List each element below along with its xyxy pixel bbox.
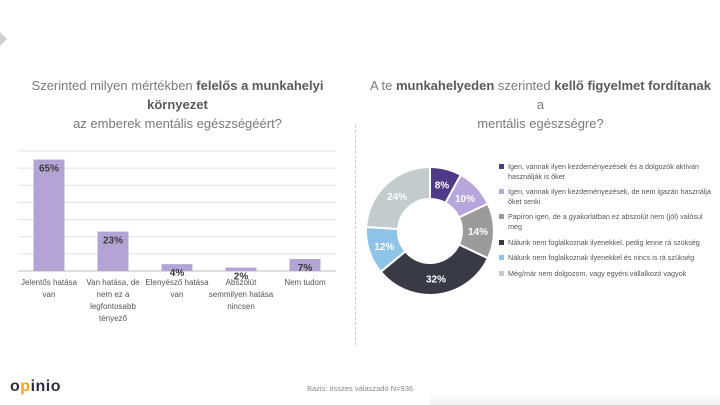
- bar-category-label: Abszolút semmilyen hatása nincsen: [208, 278, 274, 311]
- bar-value-label: 23%: [103, 236, 123, 247]
- legend-swatch: [499, 214, 504, 220]
- bar-category-label: Jelentős hatása van: [20, 278, 78, 299]
- donut-chart: 8% 10% 14% 32% 12% 24%: [365, 165, 495, 296]
- right-chart-title: A te munkahelyeden szerinted kellő figye…: [369, 78, 712, 131]
- legend-item: Igen, vannak ilyen kezdeményezések, de n…: [499, 187, 714, 206]
- legend-item: Igen, vannak ilyen kezdeményezések és a …: [499, 162, 714, 181]
- legend-item: Nálunk nem foglalkoznak ilyenekkel és ni…: [499, 253, 714, 263]
- bottom-shadow: [430, 392, 720, 405]
- bar: [289, 259, 321, 271]
- legend-swatch: [499, 189, 504, 195]
- legend-label: Nálunk nem foglalkoznak ilyenekkel, pedi…: [508, 237, 700, 247]
- section-divider: [355, 125, 356, 345]
- legend-item: Papíron igen, de a gyakorlatban ez abszo…: [499, 212, 714, 231]
- donut-slice: [379, 243, 490, 296]
- donut-slice: [365, 165, 431, 231]
- bar-category-label: Van hatása, de nem ez a legfontosabb tén…: [86, 278, 140, 323]
- legend-label: Igen, vannak ilyen kezdeményezések, de n…: [508, 187, 711, 206]
- legend-item: Nálunk nem foglalkoznak ilyenekkel, pedi…: [499, 238, 714, 248]
- legend-item: Még/már nem dolgozom, vagy egyéni vállal…: [499, 269, 714, 279]
- corner-triangle: [0, 32, 7, 46]
- donut-slice-label: 10%: [455, 194, 475, 205]
- bar-category-label: Nem tudom: [284, 278, 326, 287]
- donut-slice-label: 12%: [374, 242, 394, 253]
- bar-chart-bars: 65% 23% 4% 2% 7%: [33, 159, 321, 283]
- donut-slice-label: 32%: [426, 275, 446, 286]
- bar-value-label: 7%: [298, 263, 313, 274]
- legend-swatch: [499, 164, 504, 169]
- bar-value-label: 2%: [234, 272, 249, 283]
- bar-value-label: 4%: [170, 268, 185, 279]
- bar-value-label: 65%: [39, 164, 59, 175]
- bar: [33, 159, 65, 271]
- legend-label: Még/már nem dolgozom, vagy egyéni vállal…: [508, 268, 687, 278]
- bar-category-label: Elenyésző hatása van: [145, 278, 209, 299]
- bar: [161, 264, 193, 271]
- bar: [225, 267, 257, 271]
- legend-label: Igen, vannak ilyen kezdeményezések és a …: [508, 162, 699, 181]
- legend-swatch: [499, 270, 504, 276]
- legend-swatch: [499, 239, 504, 245]
- legend-label: Nálunk nem foglalkoznak ilyenekkel és ni…: [508, 253, 695, 263]
- donut-legend: Igen, vannak ilyen kezdeményezések és a …: [499, 162, 714, 284]
- donut-slice-label: 8%: [435, 181, 450, 192]
- base-note: Bázis: összes válaszadó N=936: [306, 384, 414, 393]
- legend-label: Papíron igen, de a gyakorlatban ez abszo…: [508, 212, 703, 231]
- bar-chart-grid: [18, 150, 336, 272]
- donut-slice-label: 24%: [387, 192, 407, 203]
- bar: [97, 231, 129, 271]
- donut-slice-label: 14%: [468, 227, 488, 238]
- left-chart-title: Szerinted milyen mértékben felelős a mun…: [31, 78, 324, 131]
- opinio-logo: opinio: [10, 378, 61, 395]
- legend-swatch: [499, 255, 504, 261]
